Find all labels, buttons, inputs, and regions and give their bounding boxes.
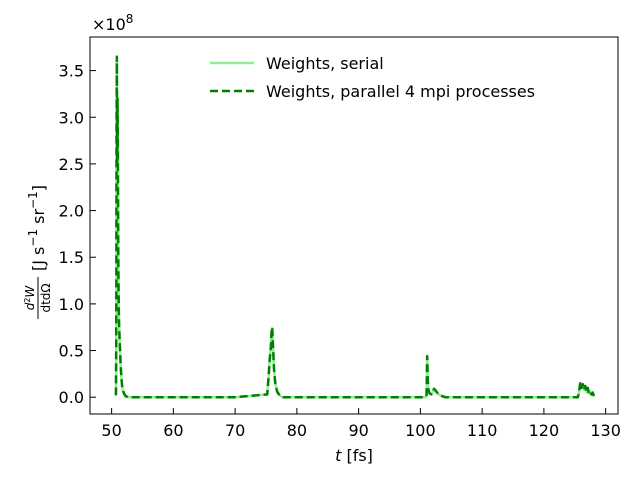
- y-scale-label-exponent: 8: [126, 12, 134, 26]
- legend-label-parallel: Weights, parallel 4 mpi processes: [266, 82, 535, 101]
- y-axis-label-sup2: 2: [23, 298, 32, 303]
- x-tick-label: 100: [405, 421, 436, 440]
- y-axis-label-W: W: [23, 285, 37, 298]
- y-axis-label-unit-close: ]: [29, 185, 48, 191]
- y-tick-label: 3.0: [59, 108, 84, 127]
- y-axis-label-unit-sup1: −1: [26, 229, 40, 247]
- x-tick-label: 130: [590, 421, 621, 440]
- y-axis-label-denominator: dtdΩ: [39, 283, 53, 312]
- x-axis-label-var: t: [335, 446, 342, 465]
- plot-frame: [89, 36, 619, 415]
- x-axis-label-unit: [fs]: [341, 446, 373, 465]
- y-scale-label: ×108: [92, 12, 133, 34]
- y-axis-label-unit-sup2: −1: [26, 191, 40, 209]
- y-tick-label: 1.0: [59, 295, 84, 314]
- y-scale-label-base: ×10: [92, 15, 126, 34]
- y-tick-label: 2.5: [59, 155, 84, 174]
- series-line-0: [114, 60, 596, 399]
- y-axis-label-unit: [J s−1 sr−1]: [26, 185, 48, 271]
- series-line-1: [114, 55, 596, 399]
- y-tick-label: 1.5: [59, 248, 84, 267]
- legend: Weights, serial Weights, parallel 4 mpi …: [210, 54, 535, 101]
- y-axis-label-numerator: d2W: [23, 285, 37, 311]
- y-tick-label: 3.5: [59, 62, 84, 81]
- y-tick-label: 2.0: [59, 202, 84, 221]
- series-layer: [114, 55, 596, 399]
- x-tick-label: 50: [101, 421, 121, 440]
- x-tick-label: 60: [163, 421, 183, 440]
- x-ticks: 50 60 70 80 90 100 110 120 130: [101, 408, 621, 440]
- y-axis-label-unit-sr: sr: [29, 208, 48, 228]
- x-tick-label: 110: [467, 421, 498, 440]
- y-ticks: 0.0 0.5 1.0 1.5 2.0 2.5 3.0 3.5: [59, 62, 96, 407]
- x-tick-label: 120: [529, 421, 560, 440]
- x-axis-label: t [fs]: [335, 446, 373, 465]
- y-tick-label: 0.0: [59, 388, 84, 407]
- y-axis-label: d2W dtdΩ [J s−1 sr−1]: [23, 185, 53, 319]
- y-tick-label: 0.5: [59, 342, 84, 361]
- x-tick-label: 90: [348, 421, 368, 440]
- x-tick-label: 80: [287, 421, 307, 440]
- legend-label-serial: Weights, serial: [266, 54, 384, 73]
- x-tick-label: 70: [225, 421, 245, 440]
